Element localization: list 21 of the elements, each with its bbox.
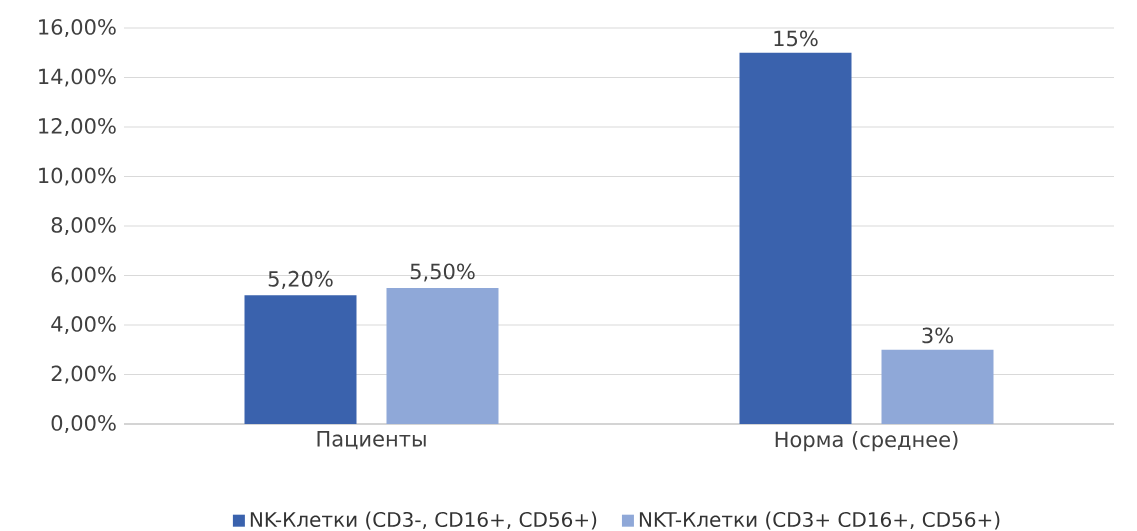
bar bbox=[739, 52, 852, 424]
y-tick-label: 10,00% bbox=[39, 167, 116, 186]
y-tick-label: 16,00% bbox=[39, 18, 116, 38]
y-tick-label: 6,00% bbox=[51, 266, 116, 285]
bar bbox=[386, 287, 499, 424]
data-label: 5,20% bbox=[268, 270, 333, 289]
y-tick-label: 2,00% bbox=[51, 365, 116, 384]
y-tick-label: 14,00% bbox=[39, 68, 116, 87]
data-label: 15% bbox=[774, 30, 818, 47]
bar bbox=[881, 349, 994, 424]
bar bbox=[244, 295, 357, 424]
x-tick-label: Пациенты bbox=[317, 431, 426, 450]
legend-label: NKT-Клетки (CD3+ CD16+, CD56+) bbox=[639, 511, 1000, 530]
legend-label: NK-Клетки (CD3-, CD16+, CD56+) bbox=[250, 511, 597, 530]
x-tick-label: Норма (среднее) bbox=[775, 431, 958, 452]
y-tick-label: 4,00% bbox=[51, 315, 116, 335]
y-tick-label: 0,00% bbox=[51, 414, 116, 434]
data-label: 5,50% bbox=[410, 263, 475, 282]
y-tick-label: 8,00% bbox=[51, 216, 116, 236]
data-label: 3% bbox=[922, 327, 953, 344]
y-tick-label: 12,00% bbox=[39, 117, 116, 137]
